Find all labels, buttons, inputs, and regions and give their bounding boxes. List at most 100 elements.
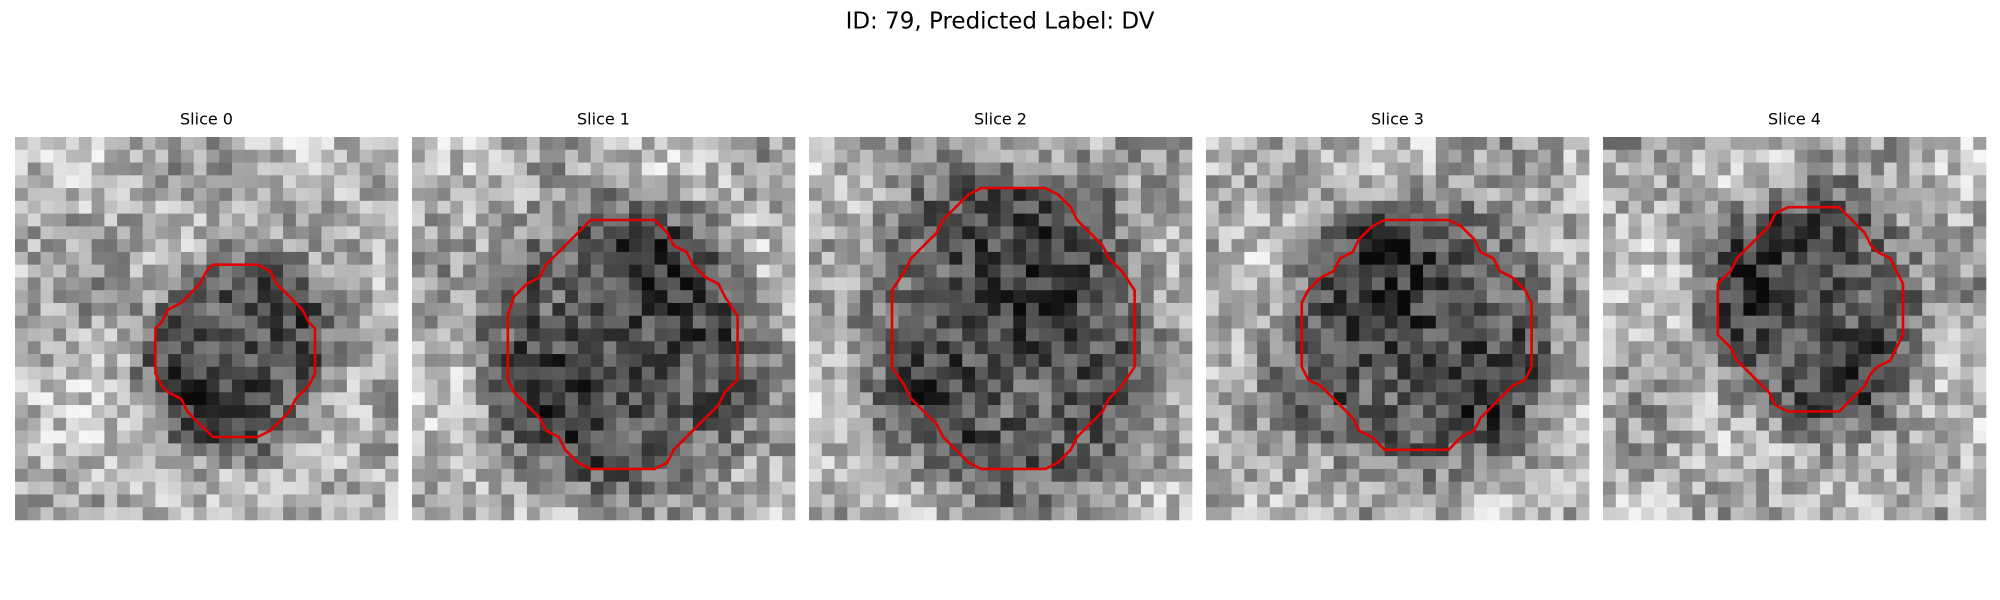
pixel [1947, 366, 1961, 380]
pixel [654, 507, 668, 521]
pixel [974, 302, 989, 317]
pixel [1257, 354, 1271, 368]
pixel [629, 226, 643, 240]
pixel [1282, 277, 1296, 291]
pixel [359, 456, 373, 470]
pixel [1717, 251, 1731, 265]
pixel [1051, 430, 1065, 444]
pixel [346, 213, 360, 227]
pixel [1641, 175, 1655, 189]
pixel [244, 417, 258, 431]
pixel [743, 430, 757, 444]
pixel [232, 264, 246, 278]
pixel [1615, 290, 1629, 304]
pixel [809, 392, 823, 406]
pixel [1206, 251, 1220, 265]
pixel [1576, 494, 1590, 508]
pixel [1576, 366, 1590, 380]
pixel [1231, 405, 1245, 419]
pixel [1435, 290, 1449, 304]
pixel [1333, 226, 1347, 240]
pixel [1295, 392, 1309, 406]
pixel [66, 239, 80, 253]
pixel [295, 494, 309, 508]
pixel [1756, 417, 1770, 431]
pixel [1359, 405, 1373, 419]
pixel [1320, 290, 1334, 304]
pixel [501, 175, 515, 189]
pixel [206, 354, 220, 368]
pixel [1435, 481, 1449, 495]
pixel [539, 188, 553, 202]
pixel [53, 366, 67, 380]
pixel [692, 226, 706, 240]
pixel [1717, 290, 1731, 304]
pixel [129, 277, 143, 291]
pixel [1102, 354, 1116, 368]
pixel [872, 137, 886, 151]
pixel [244, 277, 258, 291]
pixel [1359, 302, 1373, 317]
pixel [1807, 213, 1821, 227]
pixel [1486, 328, 1500, 342]
pixel [821, 290, 835, 304]
pixel [1244, 481, 1258, 495]
pixel [424, 366, 438, 380]
pixel [1102, 443, 1116, 457]
pixel [1064, 328, 1078, 342]
pixel [1051, 162, 1065, 176]
pixel [346, 417, 360, 431]
pixel [1448, 315, 1462, 329]
pixel [616, 456, 630, 470]
pixel [1206, 213, 1220, 227]
pixel [463, 468, 477, 482]
pixel [1295, 149, 1309, 163]
pixel [1615, 494, 1629, 508]
pixel [1666, 481, 1680, 495]
pixel [872, 239, 886, 253]
pixel [359, 417, 373, 431]
pixel [1423, 264, 1437, 278]
pixel [1641, 200, 1655, 214]
pixel [1603, 200, 1617, 214]
pixel [1474, 290, 1488, 304]
pixel [1140, 354, 1154, 368]
pixel [641, 290, 655, 304]
pixel [66, 354, 80, 368]
pixel [1550, 341, 1564, 355]
pixel [629, 302, 643, 317]
pixel [1781, 328, 1795, 342]
pixel [731, 239, 745, 253]
pixel [372, 137, 386, 151]
pixel [1692, 264, 1706, 278]
pixel [1743, 137, 1757, 151]
pixel [295, 328, 309, 342]
pixel [962, 379, 976, 393]
pixel [129, 264, 143, 278]
pixel [1346, 468, 1360, 482]
pixel [1218, 494, 1232, 508]
pixel [769, 405, 783, 419]
pixel [705, 149, 719, 163]
pixel [334, 430, 348, 444]
pixel [1359, 251, 1373, 265]
pixel [142, 149, 156, 163]
pixel [1603, 507, 1617, 521]
pixel [1832, 162, 1846, 176]
pixel [936, 137, 950, 151]
pixel [539, 200, 553, 214]
pixel [424, 137, 438, 151]
pixel [15, 137, 29, 151]
pixel [1717, 405, 1731, 419]
pixel [809, 354, 823, 368]
pixel [526, 251, 540, 265]
pixel [1282, 149, 1296, 163]
pixel [1435, 264, 1449, 278]
pixel [321, 277, 335, 291]
pixel [15, 175, 29, 189]
pixel [142, 366, 156, 380]
pixel [1140, 430, 1154, 444]
pixel [1922, 302, 1936, 317]
pixel [66, 405, 80, 419]
pixel [809, 251, 823, 265]
